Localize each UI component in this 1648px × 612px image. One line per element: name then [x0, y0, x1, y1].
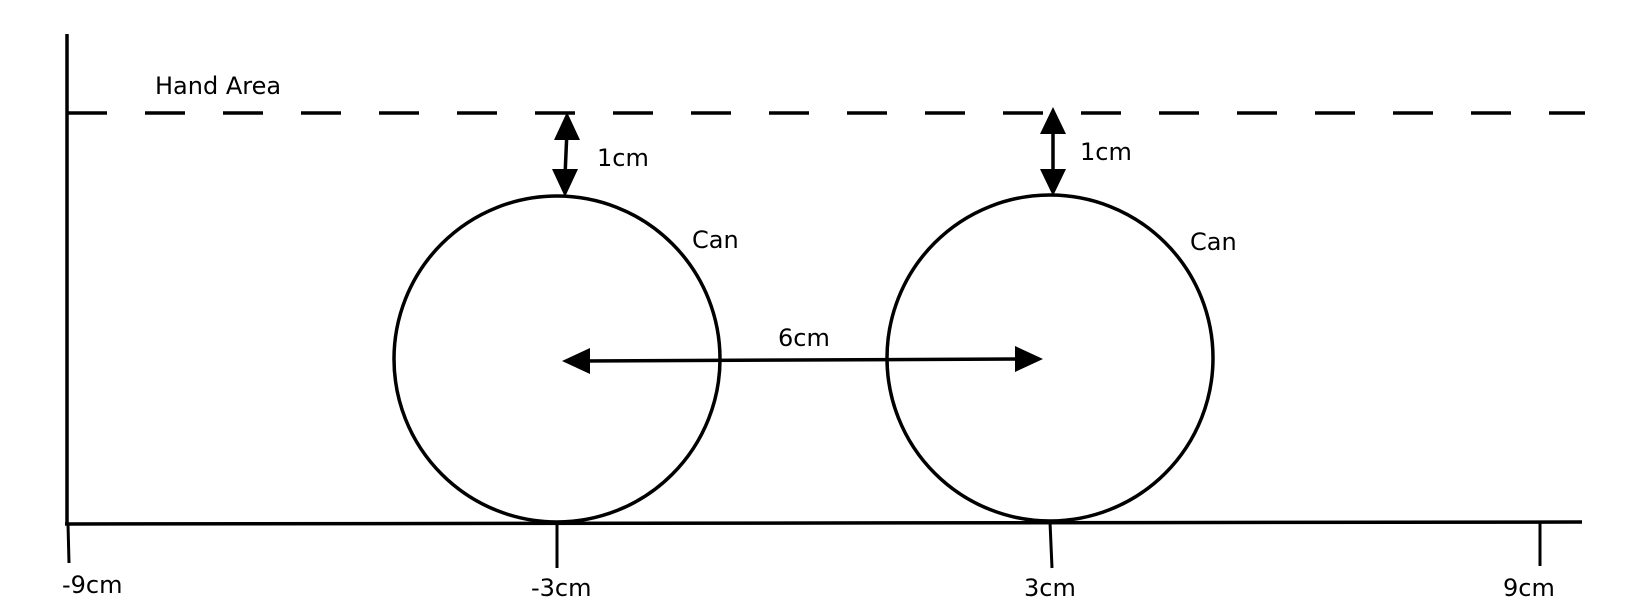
right-can-label: Can [1190, 228, 1237, 256]
tick-mark-neg9 [66, 523, 71, 564]
tick-label-neg3: -3cm [531, 574, 592, 602]
left-can-label: Can [692, 226, 739, 254]
left-gap-label: 1cm [597, 144, 649, 172]
baseline-axis [64, 520, 1583, 526]
spacing-arrow [562, 346, 1043, 374]
spacing-label: 6cm [778, 324, 830, 352]
right-gap-label: 1cm [1080, 138, 1132, 166]
tick-mark-pos3 [1048, 521, 1054, 569]
right-gap-arrow [1040, 107, 1066, 196]
tick-label-pos3: 3cm [1024, 574, 1076, 602]
left-gap-arrow [552, 112, 580, 197]
hand-area-label: Hand Area [155, 72, 281, 100]
tick-label-neg9: -9cm [62, 571, 123, 599]
tick-label-pos9: 9cm [1503, 574, 1555, 602]
